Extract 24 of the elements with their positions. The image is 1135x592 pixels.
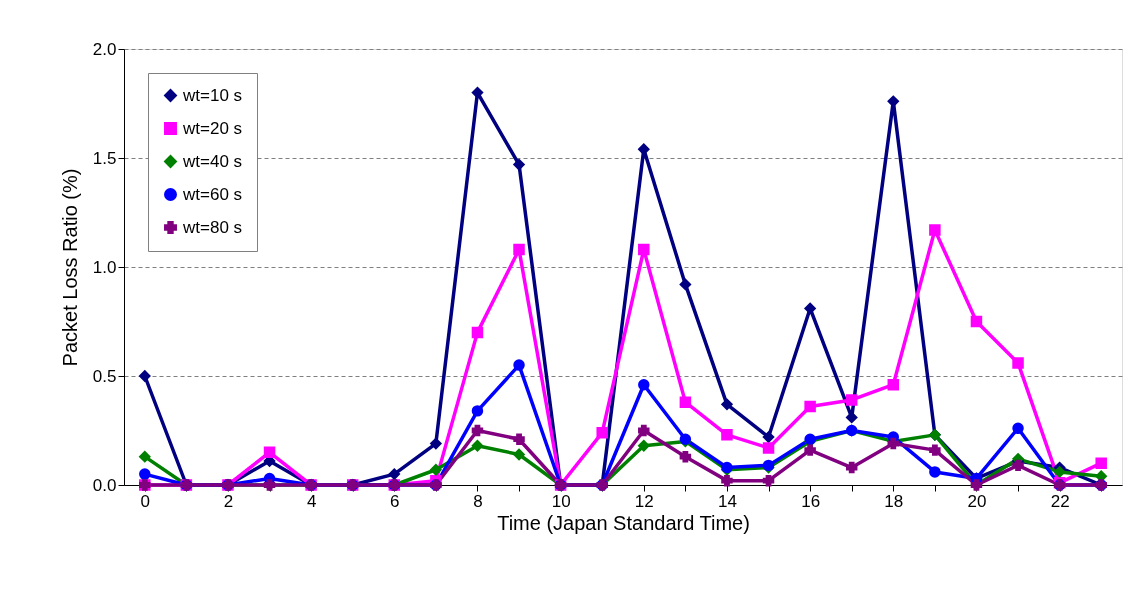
x-tick-label: 16 — [801, 491, 821, 511]
y-tick-label: 0.5 — [92, 366, 117, 386]
x-tick-label: 6 — [390, 491, 400, 511]
legend-label: wt=80 s — [182, 217, 243, 237]
x-tick-label: 4 — [306, 491, 317, 511]
y-tick-label: 1.5 — [92, 148, 117, 168]
x-tick-label: 18 — [884, 491, 904, 511]
x-tick-label: 8 — [473, 491, 483, 511]
legend-label: wt=10 s — [182, 85, 243, 105]
x-tick-label: 12 — [634, 491, 654, 511]
y-tick-label: 2.0 — [92, 39, 117, 59]
x-tick-label: 20 — [967, 491, 987, 511]
y-tick-label: 1.0 — [92, 257, 117, 277]
legend-label: wt=60 s — [182, 184, 243, 204]
y-tick-label: 0.0 — [92, 475, 117, 495]
x-axis-title: Time (Japan Standard Time) — [497, 511, 750, 534]
x-tick-label: 14 — [718, 491, 737, 511]
x-tick-label: 0 — [140, 491, 151, 511]
legend-label: wt=40 s — [182, 151, 243, 171]
legend-label: wt=20 s — [182, 118, 243, 138]
x-tick-label: 22 — [1050, 491, 1070, 511]
y-axis-title: Packet Loss Ratio (%) — [58, 168, 81, 367]
x-tick-label: 10 — [551, 491, 571, 511]
x-tick-label: 2 — [223, 491, 234, 511]
